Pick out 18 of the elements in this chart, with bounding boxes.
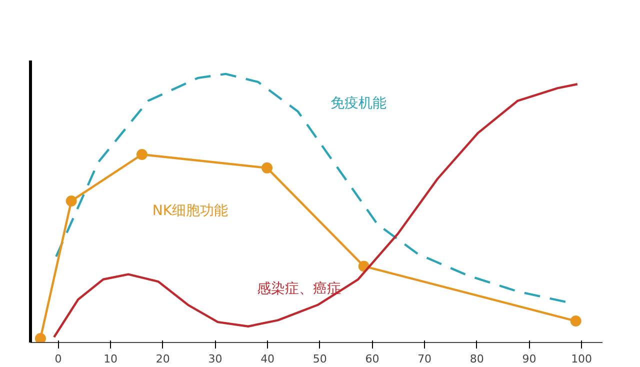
x-tick-label: 10 xyxy=(104,352,118,366)
x-tick-label: 80 xyxy=(470,352,484,366)
series-label: 免疫机能 xyxy=(330,96,386,112)
x-tick-label: 40 xyxy=(260,352,275,366)
x-tick-label: 90 xyxy=(522,352,536,366)
point xyxy=(34,332,46,342)
x-tick-label: 20 xyxy=(156,352,170,366)
x-tick-label: 100 xyxy=(571,352,592,366)
point xyxy=(262,162,273,174)
x-tick-label: 50 xyxy=(312,352,327,366)
text: NK细胞功能 xyxy=(152,202,228,219)
x-tick-label: 70 xyxy=(418,352,432,366)
x-tick-label: 60 xyxy=(365,352,380,366)
x-tick-label: 0 xyxy=(54,352,62,366)
x-tick-label: 30 xyxy=(208,352,222,366)
point xyxy=(136,149,148,160)
point xyxy=(66,195,77,206)
point xyxy=(570,316,582,327)
